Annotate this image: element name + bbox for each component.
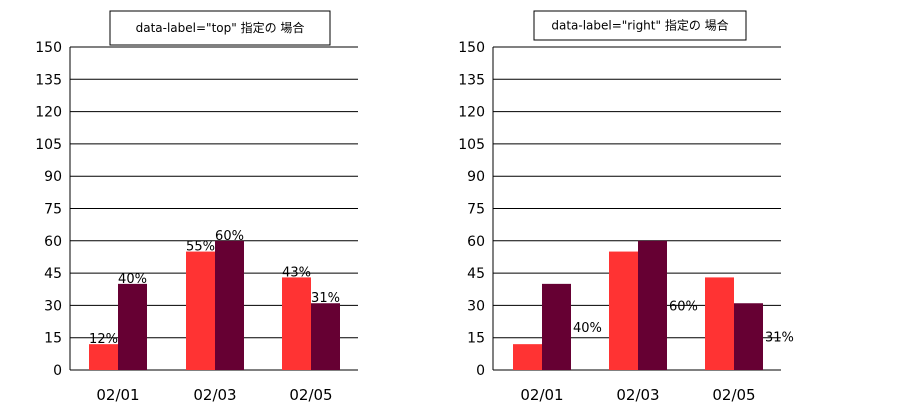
bar-series-2 xyxy=(118,283,147,370)
y-tick-label: 15 xyxy=(467,331,485,347)
data-label: 40% xyxy=(573,321,602,336)
y-tick-label: 15 xyxy=(44,331,62,347)
y-tick-label: 135 xyxy=(35,72,62,88)
x-tick-label: 02/05 xyxy=(289,386,332,404)
chart-title: data-label="top" 指定の 場合 xyxy=(136,20,305,35)
y-tick-label: 0 xyxy=(476,363,485,379)
y-tick-label: 90 xyxy=(467,169,485,185)
y-tick-label: 45 xyxy=(44,266,62,282)
chart-title: data-label="right" 指定の 場合 xyxy=(551,18,728,33)
bar-series-1 xyxy=(609,251,638,370)
y-tick-label: 0 xyxy=(53,363,62,379)
data-label: 60% xyxy=(215,229,244,244)
y-tick-label: 30 xyxy=(44,298,62,314)
y-tick-label: 90 xyxy=(44,169,62,185)
bar-series-1 xyxy=(705,277,734,370)
bar-series-2 xyxy=(734,303,763,370)
y-tick-label: 105 xyxy=(35,137,62,153)
y-tick-label: 45 xyxy=(467,266,485,282)
y-tick-label: 105 xyxy=(458,137,485,153)
data-label: 31% xyxy=(311,291,340,306)
bar-series-1 xyxy=(282,277,311,370)
bar-series-1 xyxy=(186,251,215,370)
data-label: 60% xyxy=(669,299,698,314)
chart-title-box xyxy=(533,10,747,41)
y-tick-label: 75 xyxy=(467,202,485,218)
bar-series-2 xyxy=(215,240,244,370)
bar-series-2 xyxy=(311,303,340,370)
chart-top-labels: data-label="top" 指定の 場合15013512010590756… xyxy=(35,10,358,404)
x-tick-label: 02/05 xyxy=(712,386,755,404)
bar-series-1 xyxy=(89,344,118,370)
x-tick-label: 02/01 xyxy=(96,386,139,404)
y-tick-label: 120 xyxy=(35,105,62,121)
y-tick-label: 150 xyxy=(35,40,62,56)
data-label: 31% xyxy=(765,331,794,346)
data-label: 40% xyxy=(118,272,147,287)
x-tick-label: 02/01 xyxy=(520,386,563,404)
y-tick-label: 120 xyxy=(458,105,485,121)
y-tick-label: 60 xyxy=(467,234,485,250)
bar-series-2 xyxy=(638,240,667,370)
y-tick-label: 150 xyxy=(458,40,485,56)
y-tick-label: 60 xyxy=(44,234,62,250)
chart-right-labels: data-label="right" 指定の 場合150135120105907… xyxy=(458,10,794,404)
y-tick-label: 75 xyxy=(44,202,62,218)
y-tick-label: 30 xyxy=(467,298,485,314)
data-label: 12% xyxy=(89,332,118,347)
bar-series-1 xyxy=(513,344,542,370)
bar-series-2 xyxy=(542,283,571,370)
x-tick-label: 02/03 xyxy=(193,386,236,404)
data-label: 55% xyxy=(186,240,215,255)
chart-title-box xyxy=(109,10,331,46)
data-label: 43% xyxy=(282,265,311,280)
x-tick-label: 02/03 xyxy=(616,386,659,404)
y-tick-label: 135 xyxy=(458,72,485,88)
